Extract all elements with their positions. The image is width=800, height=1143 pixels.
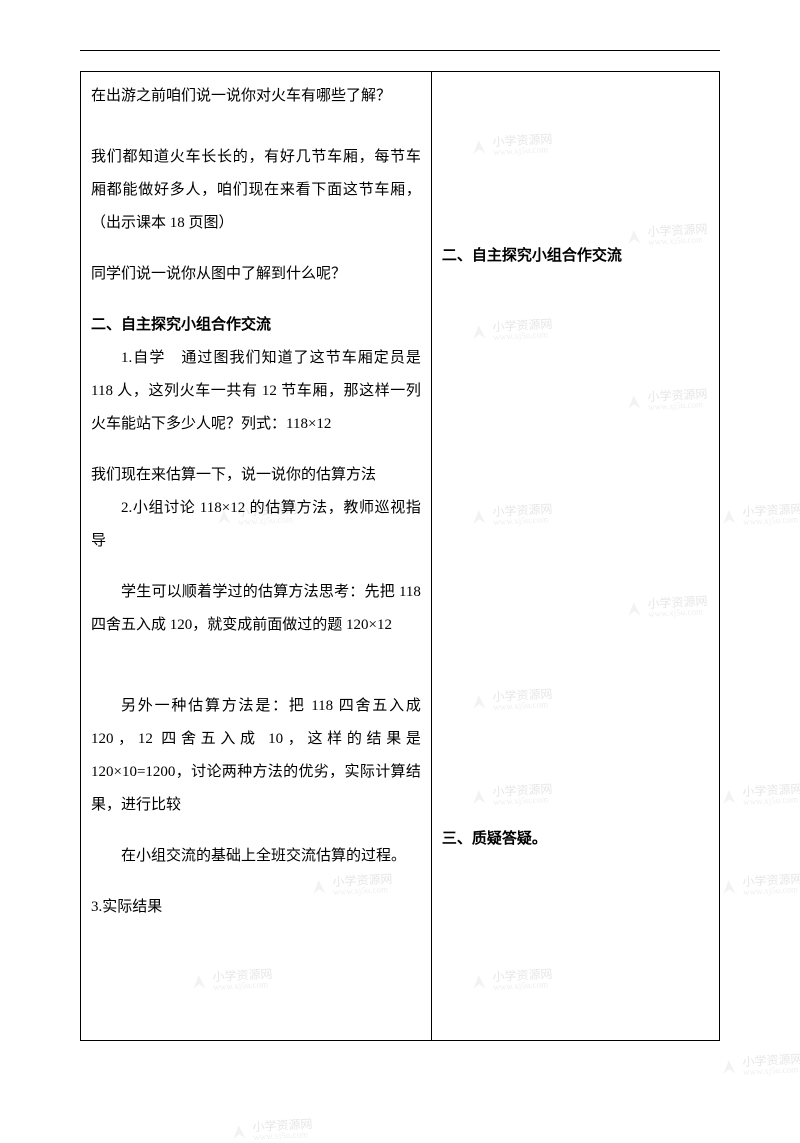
left-para-8: 另外一种估算方法是：把 118 四舍五入成 120，12 四舍五入成 10，这样… — [91, 690, 421, 822]
left-para-7: 学生可以顺着学过的估算方法思考：先把 118 四舍五入成 120，就变成前面做过… — [91, 576, 421, 642]
watermark-icon: 小学资源网www.xj5u.com — [720, 873, 800, 898]
left-para-2: 我们都知道火车长长的，有好几节车厢，每节车厢都能做好多人，咱们现在来看下面这节车… — [91, 141, 421, 240]
content-table: 在出游之前咱们说一说你对火车有哪些了解？ 我们都知道火车长长的，有好几节车厢，每… — [80, 71, 720, 1041]
watermark-icon: 小学资源网www.xj5u.com — [720, 503, 800, 528]
watermark-icon: 小学资源网www.xj5u.com — [230, 1118, 314, 1143]
left-heading-1: 二、自主探究小组合作交流 — [91, 309, 421, 342]
left-para-10: 3.实际结果 — [91, 891, 421, 924]
left-para-6: 2.小组讨论 118×12 的估算方法，教师巡视指导 — [91, 492, 421, 558]
left-para-5: 我们现在来估算一下，说一说你的估算方法 — [91, 459, 421, 492]
top-horizontal-rule — [80, 50, 720, 51]
right-heading-2: 三、质疑答疑。 — [442, 823, 709, 856]
page-container: 在出游之前咱们说一说你对火车有哪些了解？ 我们都知道火车长长的，有好几节车厢，每… — [80, 50, 720, 1072]
left-para-1: 在出游之前咱们说一说你对火车有哪些了解？ — [91, 80, 421, 113]
left-column: 在出游之前咱们说一说你对火车有哪些了解？ 我们都知道火车长长的，有好几节车厢，每… — [81, 72, 432, 1040]
watermark-icon: 小学资源网www.xj5u.com — [720, 1053, 800, 1078]
left-para-4: 1.自学 通过图我们知道了这节车厢定员是 118 人，这列火车一共有 12 节车… — [91, 342, 421, 441]
left-para-9: 在小组交流的基础上全班交流估算的过程。 — [91, 840, 421, 873]
right-column: 二、自主探究小组合作交流 三、质疑答疑。 — [432, 72, 719, 1040]
right-heading-1: 二、自主探究小组合作交流 — [442, 240, 709, 273]
left-para-3: 同学们说一说你从图中了解到什么呢？ — [91, 258, 421, 291]
watermark-icon: 小学资源网www.xj5u.com — [720, 783, 800, 808]
